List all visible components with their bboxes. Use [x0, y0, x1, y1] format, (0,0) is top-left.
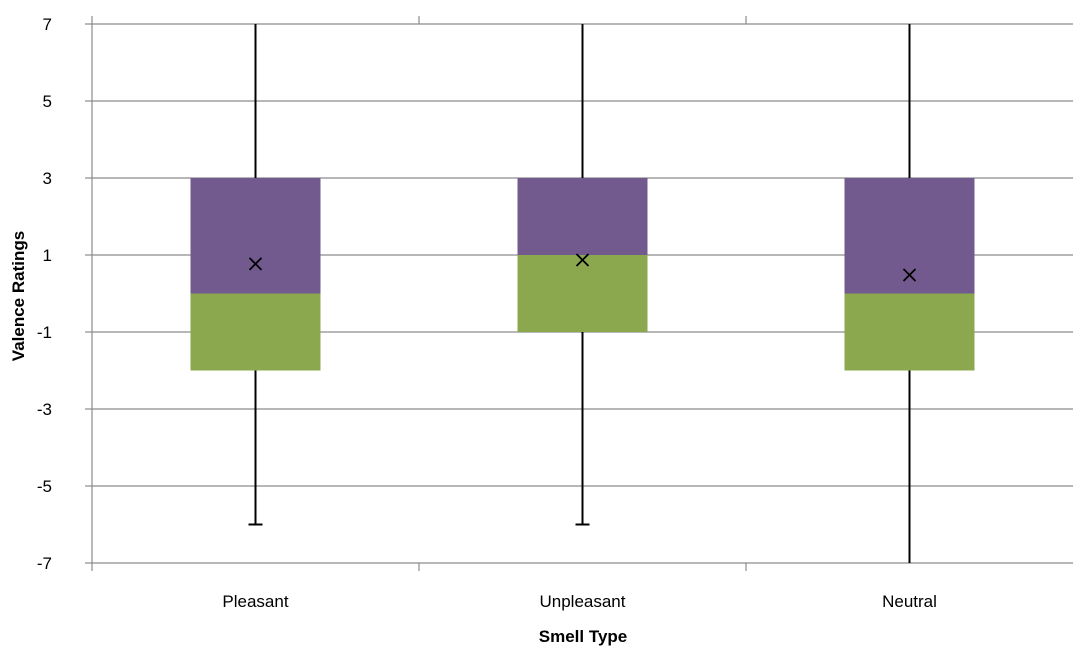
y-tick-label: -1 — [37, 323, 52, 342]
y-tick-label: 3 — [43, 169, 52, 188]
mean-marker-stroke — [248, 257, 263, 271]
mean-marker-neutral — [902, 268, 917, 282]
box-upper-pleasant — [190, 178, 321, 294]
axes — [85, 16, 747, 571]
box-lower-pleasant — [190, 293, 321, 371]
tick-labels: -7 -5 -3 -1 1 3 5 7 Pleasant Unpleasant Neutral — [37, 15, 937, 611]
y-tick-label: -3 — [37, 400, 52, 419]
y-tick-label: 5 — [43, 92, 52, 111]
box-lower-neutral — [844, 293, 975, 371]
mean-marker-unpleasant — [575, 253, 590, 267]
box-lower-unpleasant — [517, 255, 648, 332]
y-tick-label: 7 — [43, 15, 52, 34]
x-tick-label-neutral: Neutral — [882, 592, 937, 611]
boxes — [190, 24, 975, 563]
mean-marker-stroke — [902, 268, 917, 282]
box-upper-unpleasant — [517, 178, 648, 255]
y-axis-title: Valence Ratings — [9, 231, 28, 361]
y-tick-label: 1 — [43, 246, 52, 265]
mean-marker-stroke — [575, 253, 590, 267]
y-tick-label: -7 — [37, 554, 52, 573]
x-tick-label-unpleasant: Unpleasant — [539, 592, 625, 611]
mean-marker-pleasant — [248, 257, 263, 271]
y-tick-label: -5 — [37, 477, 52, 496]
x-tick-label-pleasant: Pleasant — [222, 592, 288, 611]
x-axis-title: Smell Type — [539, 627, 628, 646]
